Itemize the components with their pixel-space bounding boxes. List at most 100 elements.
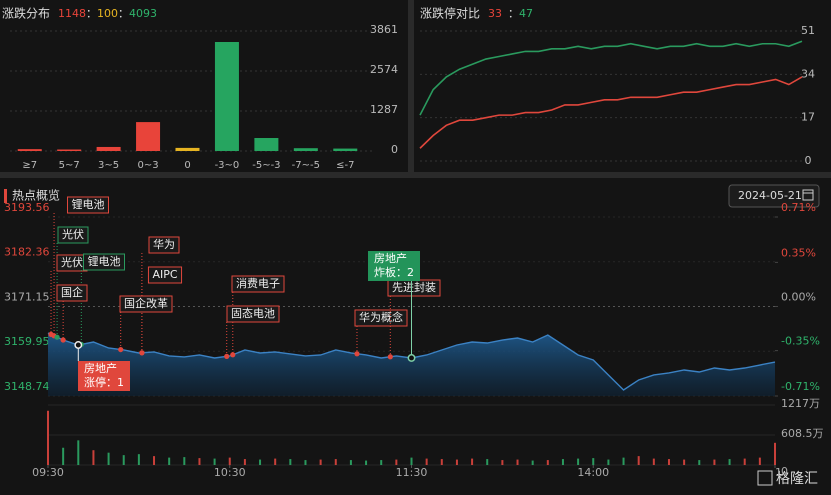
y-tick-label: 34 [801, 67, 815, 80]
event-dot [224, 353, 230, 359]
volume-bar [395, 459, 398, 465]
volume-bar [334, 459, 337, 465]
x-tick-label: 1 [775, 466, 782, 479]
event-label: 国企 [61, 285, 83, 299]
event-box[interactable] [119, 295, 173, 313]
event-box[interactable] [148, 236, 180, 254]
volume-bar [153, 456, 156, 465]
bar [136, 122, 161, 151]
y-tick-label: 1287 [370, 103, 398, 116]
volume-bar [380, 460, 383, 465]
callout-dot [74, 341, 83, 349]
summary-value: 100 [97, 7, 118, 20]
volume-bar [274, 458, 277, 465]
volume-bar [516, 459, 519, 465]
volume-bar [183, 457, 186, 465]
volume-bar [561, 459, 564, 465]
separator: ： [86, 7, 97, 20]
date: 2024-05-21 [738, 189, 802, 202]
event-label: 华为 [153, 237, 175, 251]
bar [17, 149, 42, 151]
callout-label: 房地产 [84, 361, 117, 375]
event-box[interactable] [57, 226, 89, 244]
summary-value: 33 [488, 7, 502, 20]
volume-tick-label: 608.5万 [781, 427, 824, 440]
event-box[interactable] [56, 284, 88, 302]
volume-bar [425, 458, 428, 465]
volume-bar [774, 442, 776, 465]
event-dot [387, 354, 393, 360]
volume-bar [62, 447, 65, 465]
event-box[interactable] [226, 305, 280, 323]
panel [0, 0, 408, 172]
y-tick-label: 0 [805, 154, 812, 167]
chart-title: 热点概览 [12, 188, 60, 203]
series-line [419, 76, 803, 149]
y2-tick-label: 0.35% [781, 246, 816, 259]
bar [293, 148, 318, 151]
callout-detail: 炸板：2 [374, 265, 414, 279]
volume-bar [304, 460, 307, 465]
x-tick-label: -5~-3 [252, 160, 280, 171]
y2-tick-label: 0.71% [781, 201, 816, 214]
y-tick-label: 3182.36 [4, 246, 50, 259]
y-tick-label: 3148.74 [4, 380, 50, 393]
x-tick-label: 5~7 [59, 160, 80, 171]
brand-icon [757, 470, 773, 486]
x-tick-label: 14:00 [577, 466, 609, 479]
volume-bar [77, 440, 80, 465]
volume-bar [198, 458, 201, 465]
volume-bar [365, 460, 368, 465]
volume-bar [319, 459, 322, 465]
series-line [419, 40, 803, 116]
x-tick-label: 11:30 [396, 466, 428, 479]
x-tick-label: -7~-5 [292, 160, 320, 171]
brand: 格隆汇 [776, 471, 818, 487]
title-marker [4, 189, 7, 203]
bar [333, 148, 358, 151]
event-box[interactable] [67, 196, 109, 214]
volume-bar [213, 458, 216, 465]
event-dot [118, 346, 124, 353]
bar [96, 146, 121, 151]
volume-bar [637, 456, 640, 465]
volume-bar [259, 459, 262, 465]
callout-box[interactable] [368, 251, 420, 281]
bar [175, 147, 200, 151]
volume-bar [592, 458, 595, 465]
y-tick-label: 51 [801, 24, 815, 37]
event-dot [139, 350, 145, 356]
event-box[interactable] [354, 309, 408, 327]
volume-bar [455, 459, 458, 465]
chart-title: 涨跌分布 [2, 6, 50, 21]
x-tick-label: 10:30 [214, 466, 246, 479]
event-label: 锂电池 [72, 197, 105, 211]
summary-value: 4093 [129, 7, 157, 20]
separator: ： [118, 7, 129, 20]
volume-bar [486, 459, 489, 465]
chart-title: 涨跌停对比 [420, 6, 480, 21]
volume-bar [667, 459, 670, 465]
event-box[interactable] [231, 275, 285, 293]
volume-bar [713, 459, 716, 465]
y2-tick-label: 0.00% [781, 291, 816, 304]
event-box[interactable] [83, 253, 125, 271]
callout-dot [407, 354, 416, 362]
volume-bar [92, 450, 95, 465]
date-picker[interactable] [728, 184, 820, 208]
bar [254, 138, 279, 151]
y2-tick-label: -0.71% [781, 380, 820, 393]
volume-bar [531, 460, 534, 465]
callout-detail: 涨停：1 [84, 375, 124, 389]
x-tick-label: ≤-7 [336, 160, 354, 171]
volume-bar [758, 457, 761, 465]
event-box[interactable] [147, 266, 183, 284]
volume-bar [698, 460, 701, 465]
y2-tick-label: -0.35% [781, 335, 820, 348]
volume-bar [228, 457, 231, 465]
y-tick-label: 3193.56 [4, 201, 50, 214]
callout-box[interactable] [78, 361, 130, 391]
volume-tick-label: 1217万 [781, 397, 820, 410]
event-dot [48, 331, 54, 337]
